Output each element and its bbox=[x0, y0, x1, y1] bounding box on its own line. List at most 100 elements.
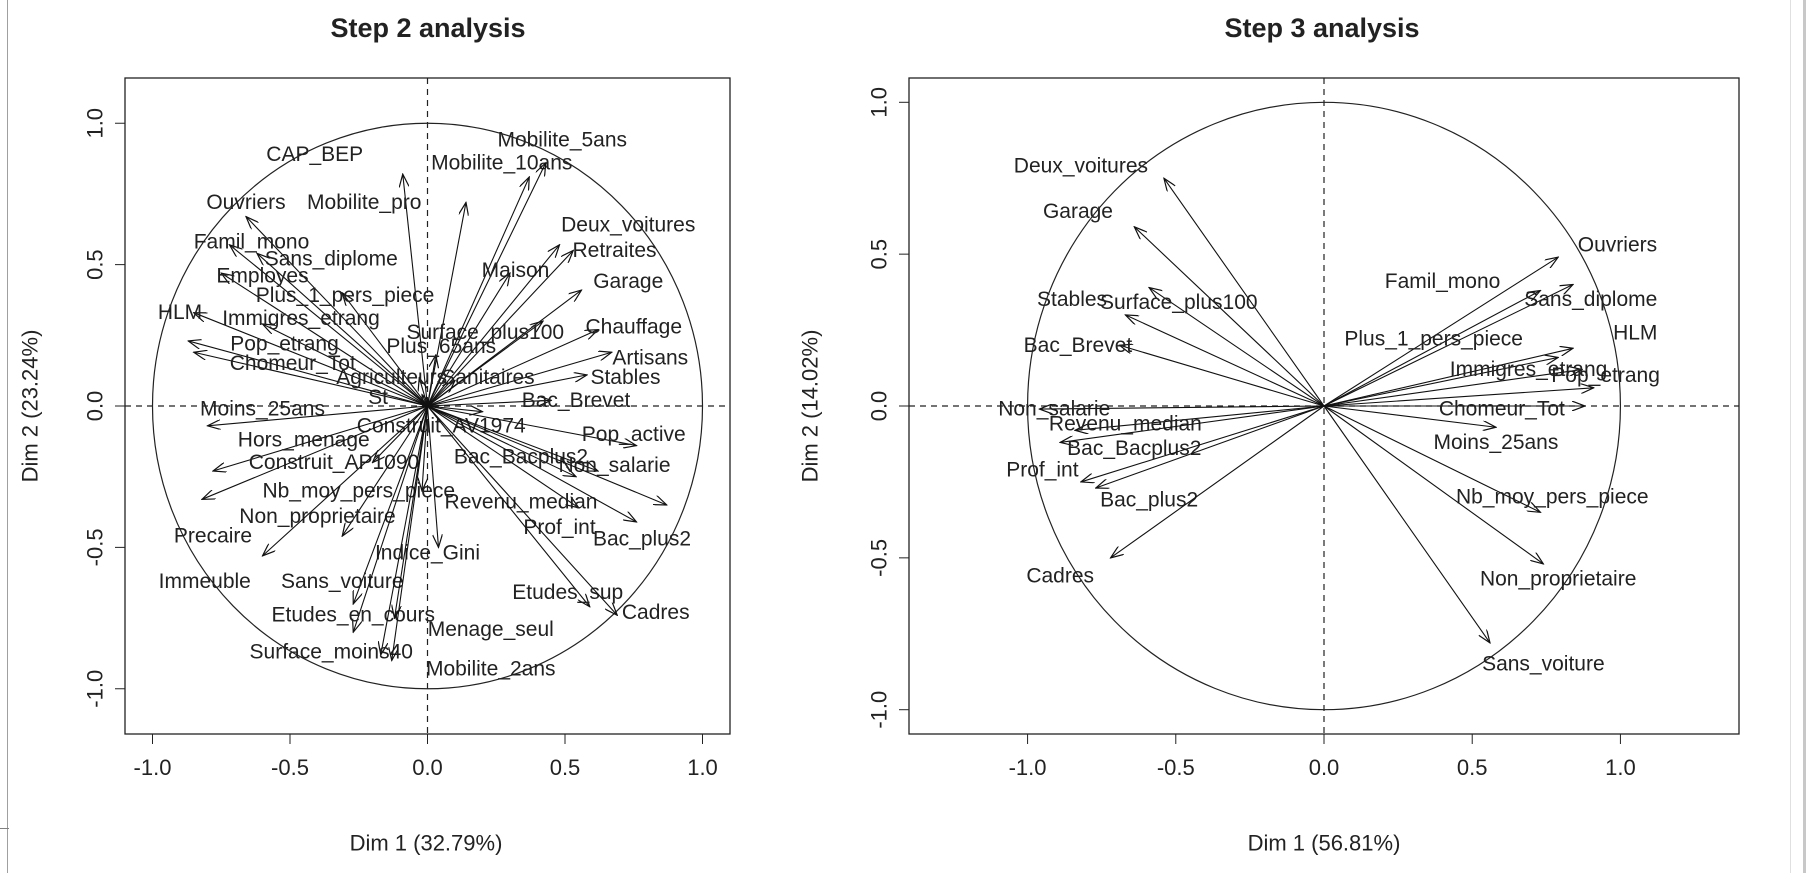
chart-1-arrow-moins-25ans bbox=[1323, 405, 1496, 427]
chart-1-arrow-hlm bbox=[1323, 348, 1573, 407]
chart-0-label-sanitaires: Sanitaires bbox=[441, 366, 534, 389]
chart-0-x-tick-label: 0.0 bbox=[412, 755, 443, 780]
chart-0-label-mobilite-pro: Mobilite_pro bbox=[307, 191, 421, 214]
chart-0-label-mobilite-2ans: Mobilite_2ans bbox=[426, 657, 556, 680]
chart-0-y-tick-label: 1.0 bbox=[83, 108, 108, 139]
chart-1-x-tick-label: -0.5 bbox=[1157, 755, 1195, 780]
chart-1-y-tick-label: 0.5 bbox=[867, 239, 892, 270]
chart-1-y-tick-label: -0.5 bbox=[867, 539, 892, 577]
chart-1-label-plus-1-pers-piece: Plus_1_pers_piece bbox=[1344, 328, 1523, 351]
chart-0-arrow-bac-bacplus2 bbox=[427, 405, 577, 477]
chart-1-variables: Deux_voitures Garage StablesSurface_plus10… bbox=[998, 155, 1660, 676]
chart-0-y-tick-label: -0.5 bbox=[83, 528, 108, 566]
chart-0-label-hlm: HLM bbox=[158, 301, 202, 324]
chart-0-arrow-mobilite-10ans bbox=[426, 177, 530, 407]
chart-0-x-axis: -1.0 -0.5 0.0 0.5 1.0 bbox=[134, 733, 718, 780]
chart-1-y-tick-label: 1.0 bbox=[867, 87, 892, 118]
chart-0-arrow-mobilite-2ans bbox=[392, 405, 429, 660]
chart-0-label-menage-seul: Menage_seul bbox=[428, 618, 554, 641]
chart-0-label-etudes-en-cours: Etudes_en_cours bbox=[272, 604, 435, 627]
chart-1-label-pop-etrang: Pop_etrang bbox=[1551, 364, 1660, 387]
chart-0-y-axis: -1.0 -0.5 0.0 0.5 1.0 bbox=[83, 108, 125, 708]
chart-0-label-mobilite-5ans: Mobilite_5ans bbox=[497, 129, 627, 152]
chart-0-arrow-nb-moy-pers-piece bbox=[422, 405, 429, 491]
chart-0-label-bac-bacplus2: Bac_Bacplus2 bbox=[454, 445, 588, 468]
chart-0-arrow-bac-plus2 bbox=[427, 405, 667, 505]
chart-0-arrow-chauffage bbox=[427, 330, 599, 407]
chart-1-x-axis-title: Dim 1 (56.81%) bbox=[1248, 831, 1401, 856]
chart-1-arrow-non-proprietaire bbox=[1323, 405, 1543, 564]
chart-1-label-bac-bacplus2: Bac_Bacplus2 bbox=[1067, 437, 1201, 460]
chart-1-arrow-plus-1-pers-piece bbox=[1323, 357, 1558, 407]
chart-1-label-surface-plus100: Surface_plus100 bbox=[1100, 291, 1258, 314]
chart-0-label-maison: Maison bbox=[482, 259, 550, 282]
chart-0-arrow-pop-etrang bbox=[188, 341, 428, 407]
chart-0-arrow-employes bbox=[221, 273, 428, 407]
chart-0-arrow-non-salarie bbox=[427, 405, 599, 471]
chart-0-arrow-plus-1-pers-piece bbox=[342, 293, 428, 407]
chart-0-arrow-artisans bbox=[427, 352, 612, 407]
chart-1-x-axis: -1.0 -0.5 0.0 0.5 1.0 bbox=[1009, 733, 1636, 780]
chart-1-arrow-nb-moy-pers-piece bbox=[1323, 405, 1540, 512]
chart-0-label-prof-int: Prof_int bbox=[523, 516, 596, 539]
chart-1-label-prof-int: Prof_int bbox=[1006, 458, 1079, 481]
chart-0-arrow-pop-active bbox=[427, 405, 637, 446]
chart-0-title: Step 2 analysis bbox=[330, 13, 525, 43]
chart-1-y-tick-label: 0.0 bbox=[867, 391, 892, 422]
window-right-inner-border bbox=[1790, 0, 1791, 873]
chart-0-y-tick-label: -1.0 bbox=[83, 670, 108, 708]
chart-1-label-famil-mono: Famil_mono bbox=[1385, 270, 1501, 293]
chart-0-label-nb-moy-pers-piece: Nb_moy_pers_piece bbox=[262, 479, 455, 502]
chart-1-arrow-bac-bacplus2 bbox=[1060, 405, 1325, 442]
chart-0-label-ouvriers: Ouvriers bbox=[206, 191, 285, 214]
chart-0-label-agriculteurs: Agriculteurs bbox=[336, 366, 447, 389]
chart-0-label-retraites: Retraites bbox=[572, 239, 656, 262]
chart-1-arrow-sans-diplome bbox=[1323, 285, 1573, 407]
chart-1-label-non-salarie: Non_salarie bbox=[998, 398, 1110, 421]
chart-1-x-tick-label: 0.0 bbox=[1309, 755, 1340, 780]
chart-1-arrow-ouvriers bbox=[1323, 257, 1558, 407]
chart-0-arrow-indice-gini bbox=[426, 405, 439, 547]
chart-1-arrow-cadres bbox=[1111, 405, 1325, 558]
chart-1-label-chomeur-tot: Chomeur_Tot bbox=[1439, 398, 1565, 421]
chart-1-y-axis-title: Dim 2 (14.02%) bbox=[798, 330, 823, 483]
chart-0-label-bac-plus2: Bac_plus2 bbox=[593, 527, 691, 550]
chart-1-label-bac-plus2: Bac_plus2 bbox=[1100, 489, 1198, 512]
chart-0-y-axis-title: Dim 2 (23.24%) bbox=[18, 330, 43, 483]
chart-0-arrow-stables bbox=[427, 375, 588, 407]
chart-0-arrow-cap-bep bbox=[403, 174, 429, 407]
chart-0-arrow-immigres-etrang bbox=[263, 324, 428, 407]
chart-0-x-tick-label: -0.5 bbox=[271, 755, 309, 780]
chart-1-arrow-immigres-etrang bbox=[1323, 370, 1582, 407]
chart-0-arrow-famil-mono bbox=[230, 245, 428, 407]
chart-1-arrow-sans-voiture bbox=[1323, 405, 1490, 643]
chart-1-label-hlm: HLM bbox=[1613, 322, 1657, 345]
step3-panel: -1.0 -0.5 0.0 0.5 1.0 -1.0 -0.5 0.0 0.5 1.0 Step 3… bbox=[798, 13, 1740, 856]
chart-1-label-sans-diplome: Sans_diplome bbox=[1524, 288, 1657, 311]
chart-0-label-construit-ap1090: Construit_AP1090 bbox=[249, 451, 419, 474]
chart-1-title: Step 3 analysis bbox=[1224, 13, 1419, 43]
chart-1-y-axis: -1.0 -0.5 0.0 0.5 1.0 bbox=[867, 87, 909, 729]
chart-0-label-plus-65ans: Plus_65ans bbox=[386, 335, 496, 358]
chart-1-label-nb-moy-pers-piece: Nb_moy_pers_piece bbox=[1456, 486, 1649, 509]
chart-1-x-tick-label: 1.0 bbox=[1605, 755, 1636, 780]
chart-0-label-surface-plus100: Surface_plus100 bbox=[406, 321, 564, 344]
chart-1-arrow-prof-int bbox=[1081, 405, 1325, 482]
chart-0-label-st: St bbox=[368, 386, 388, 409]
chart-1-label-deux-voitures: Deux_voitures bbox=[1014, 155, 1148, 178]
chart-0-arrow-maison bbox=[427, 273, 511, 407]
chart-1-label-immigres-etrang: Immigres_etrang bbox=[1450, 358, 1608, 381]
chart-0-label-cadres: Cadres bbox=[622, 601, 690, 624]
chart-0-arrow-prof-int bbox=[427, 405, 637, 522]
window-edge-mark bbox=[0, 828, 9, 829]
window-left-border bbox=[7, 0, 8, 873]
chart-0-arrow-sans-diplome bbox=[257, 253, 428, 407]
chart-1-label-garage: Garage bbox=[1043, 200, 1113, 223]
window-right-border bbox=[1803, 0, 1806, 873]
chart-1-label-bac-brevet: Bac_Brevet bbox=[1024, 334, 1133, 357]
chart-1-label-cadres: Cadres bbox=[1026, 565, 1094, 588]
chart-0-label-sans-diplome: Sans_diplome bbox=[265, 247, 398, 270]
chart-0-x-axis-title: Dim 1 (32.79%) bbox=[350, 831, 503, 856]
